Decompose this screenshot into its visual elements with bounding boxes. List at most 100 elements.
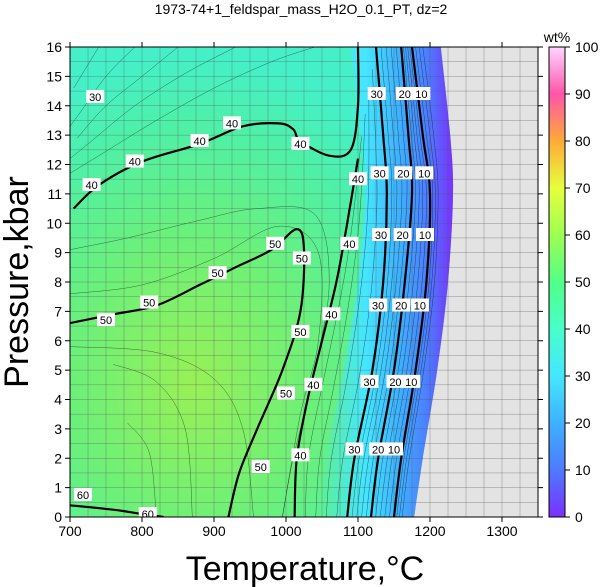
contour-label-text: 40 (343, 239, 355, 251)
contour-label: 60 (138, 507, 157, 521)
x-tick-label: 700 (58, 523, 82, 539)
contour-label-bg (367, 87, 386, 100)
contour-label-text: 60 (142, 509, 154, 521)
thin-contour-line (70, 206, 330, 517)
contour-label-text: 30 (89, 92, 101, 104)
colorbar-tick-label: 80 (575, 133, 591, 149)
contour-label-bg (86, 89, 105, 103)
contour-label: 10 (415, 166, 434, 180)
contour-label-bg (208, 266, 227, 280)
contour-label-text: 30 (363, 377, 375, 389)
contour-label-text: 40 (129, 157, 141, 169)
contour-label-text: 20 (399, 89, 411, 101)
contour-label-text: 20 (397, 230, 409, 242)
contour-label-bg (349, 172, 367, 186)
contour-label-bg (415, 228, 434, 241)
contour-label-bg (73, 487, 92, 501)
contour-label: 30 (370, 166, 389, 180)
y-tick-label: 5 (54, 362, 62, 378)
y-tick-label: 8 (54, 274, 62, 290)
contour-label: 40 (291, 448, 310, 462)
contour-label-text: 30 (348, 444, 360, 456)
contour-label: 40 (304, 377, 323, 392)
colorbar-tick-label: 60 (575, 227, 591, 243)
y-tick-label: 7 (54, 303, 62, 319)
colorbar-tick-label: 30 (575, 368, 591, 384)
x-tick-label: 1300 (486, 523, 517, 539)
contour-label: 50 (97, 313, 115, 327)
contour-label-text: 20 (397, 168, 409, 180)
contour-label-bg (292, 251, 311, 265)
contour-label: 20 (394, 166, 413, 180)
contour-label-text: 40 (85, 180, 97, 192)
contour-label-bg (415, 166, 434, 180)
contour-label-bg (360, 374, 379, 388)
contour-label-text: 20 (372, 444, 384, 456)
x-tick-label: 1200 (414, 523, 445, 539)
contour-label-bg (138, 507, 157, 517)
x-tick-label: 1100 (343, 523, 373, 539)
contour-label-bg (223, 116, 241, 130)
y-tick-label: 4 (54, 392, 62, 408)
y-tick-label: 2 (54, 450, 62, 466)
thin-contour-line (113, 364, 193, 517)
contour-label-bg (372, 228, 391, 241)
y-axis-label: Pressure,kbar (0, 176, 36, 388)
colorbar-tick-label: 70 (575, 180, 591, 196)
contour-line-10 (392, 47, 432, 517)
contour-label-text: 10 (418, 168, 430, 180)
y-tick-label: 0 (54, 509, 62, 525)
contour-label: 20 (395, 87, 414, 101)
contour-label: 50 (251, 460, 270, 474)
contour-label: 20 (386, 374, 405, 389)
y-tick-label: 11 (47, 186, 62, 202)
contour-line-20 (369, 47, 414, 517)
contour-label-text: 40 (294, 139, 306, 151)
contour-label-text: 10 (388, 444, 400, 456)
contour-label: 40 (223, 116, 241, 130)
contour-label-text: 10 (415, 89, 427, 101)
colorbar-tick-label: 100 (575, 39, 599, 55)
chart-title: 1973-74+1_feldspar_mass_H2O_0.1_PT, dz=2 (155, 1, 448, 17)
x-tick-labels: 700 800 900 1000 1100 1200 1300 (58, 523, 517, 539)
contour-label-text: 50 (296, 254, 308, 266)
y-tick-label: 6 (54, 333, 62, 349)
contour-label-bg (340, 236, 359, 250)
contour-label-text: 40 (294, 450, 306, 462)
contour-label-text: 40 (307, 380, 319, 392)
contour-label: 40 (349, 172, 367, 186)
contour-label: 20 (392, 298, 411, 313)
contour-label: 60 (73, 487, 92, 502)
colorbar-tick-label: 50 (575, 274, 591, 290)
contour-label-text: 60 (77, 490, 89, 502)
contour-label-bg (345, 442, 364, 456)
contour-label-text: 40 (193, 136, 205, 148)
contour-label-text: 50 (211, 268, 223, 280)
contour-label: 30 (369, 298, 388, 313)
contour-label-bg (291, 324, 310, 338)
contour-label-bg (322, 307, 341, 321)
contour-label: 30 (86, 89, 105, 104)
contour-label-text: 50 (143, 298, 155, 310)
colorbar-ticks: 0 10 20 30 40 50 60 70 80 90 100 (565, 39, 599, 525)
contour-label-text: 40 (226, 118, 238, 130)
thin-contour-line (73, 47, 100, 89)
contour-label-text: 50 (294, 327, 306, 339)
contour-label: 40 (340, 236, 359, 251)
colorbar-tick-label: 20 (575, 415, 591, 431)
x-tick-label: 800 (130, 523, 154, 539)
contour-label: 50 (277, 386, 295, 401)
contour-label: 40 (82, 178, 101, 192)
contour-label: 10 (410, 298, 429, 313)
contour-label-text: 30 (373, 168, 385, 180)
contour-label: 10 (402, 374, 421, 389)
contour-label-text: 50 (255, 462, 267, 474)
contour-label-bg (369, 298, 388, 312)
contour-label-bg (395, 87, 414, 100)
contour-label: 20 (369, 442, 388, 456)
contour-label: 30 (372, 228, 391, 242)
contour-label-bg (392, 298, 411, 312)
contour-label: 10 (412, 87, 431, 101)
colorbar-tick-label: 0 (575, 509, 583, 525)
